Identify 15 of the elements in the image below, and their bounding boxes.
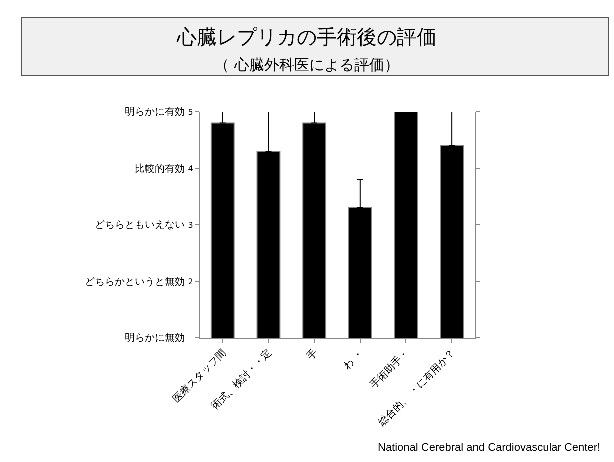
y-tick-label: 5 [188, 108, 194, 117]
text: 明らかに無効 [125, 332, 185, 344]
text: 比較的有効 [135, 163, 185, 175]
text: National Cerebral and Cardiovascular Center! [378, 442, 601, 454]
chart-subtitle: （ 心臓外科医による評価） [214, 56, 400, 74]
y-tick-label: 2 [188, 277, 194, 286]
y-tick-label: 4 [188, 164, 194, 174]
chart-title: 心臓レプリカの手術後の評価 [176, 25, 437, 49]
x-tick-label: 手術助手・ [368, 347, 412, 392]
text: 明らかに有効 [125, 106, 185, 118]
text: どちらかというと無効 [85, 276, 185, 288]
y-tick-label: 3 [188, 220, 194, 230]
text: どちらともいえない [95, 220, 185, 231]
x-tick-label: わ ・ [342, 348, 366, 372]
x-tick-label: 手 [304, 347, 320, 363]
